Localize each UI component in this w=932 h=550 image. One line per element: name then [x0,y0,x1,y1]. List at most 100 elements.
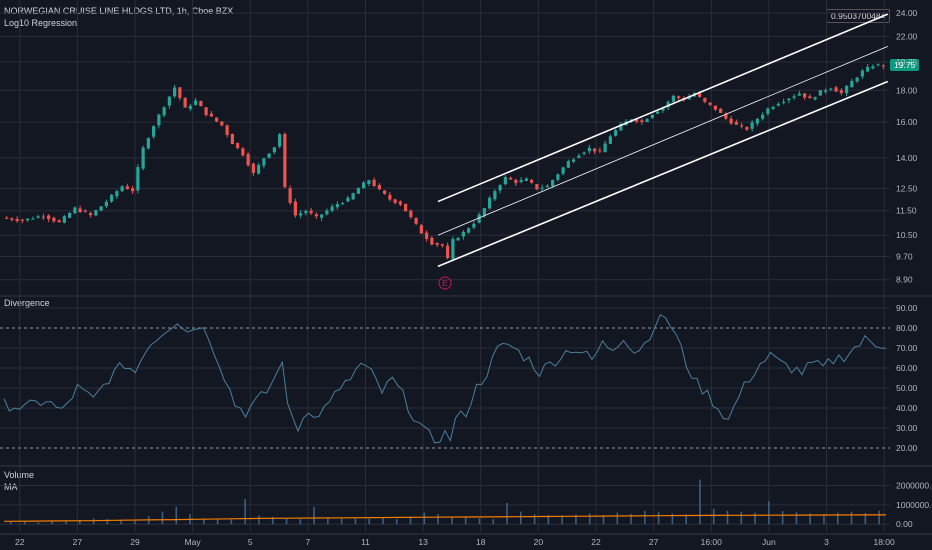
volume-bar [671,513,674,525]
volume-bar [120,520,122,525]
channel-lower-line [437,80,889,268]
y-tick-label: 0.00 [896,519,913,529]
candle-body [734,121,738,125]
candle-body [650,114,654,118]
candle-body [766,108,770,114]
candle-body [635,118,639,122]
candle-body [393,199,397,203]
volume-bar [203,518,205,525]
candle-body [62,216,66,223]
candle-body [10,218,14,220]
candle-body [68,212,72,218]
candle-body [330,206,334,211]
volume-bar [492,519,495,525]
candle-body [157,114,161,126]
candle-body [866,66,870,72]
candle-body [829,88,833,90]
volume-bar [533,514,536,525]
candle-body [356,188,360,194]
candle-body [41,216,45,218]
y-tick-label: 90.00 [896,303,918,313]
candle-body [52,217,56,222]
volume-bar [699,479,701,525]
candle-body [803,93,807,98]
volume-bar [795,512,798,525]
candle-body [57,220,61,223]
candle-body [94,210,98,216]
candle-body [377,185,381,190]
candle-body [173,87,177,97]
candle-body [446,245,450,259]
candle-body [824,90,828,92]
candle-body [514,179,518,184]
x-tick-label: 27 [73,537,83,547]
y-tick-label: 40.00 [896,403,918,413]
candle-body [535,184,539,190]
candle-body [288,188,292,203]
x-tick-label: May [185,537,202,547]
regression-channel [437,13,889,268]
candle-body [125,186,129,190]
candles [5,63,885,261]
x-tick-label: 16:00 [701,537,723,547]
candle-body [230,133,234,145]
candle-body [729,118,733,124]
candle-body [598,150,602,152]
volume-bar [175,506,178,525]
divergence-pane-title: Divergence [4,298,50,308]
volume-bar [754,512,756,525]
ma-pane-title: MA [4,482,18,492]
volume-bar [644,510,646,525]
candle-body [771,106,775,109]
volume-bar [382,517,384,525]
candle-body [640,120,644,122]
candle-body [419,225,423,234]
candle-body [20,219,24,221]
volume-bar [547,514,550,525]
x-tick-label: 7 [306,537,311,547]
y-tick-label: 2000000.00 [896,481,932,491]
candle-body [320,214,324,218]
volume-bar [161,511,164,525]
candle-body [713,105,717,110]
candle-body [31,218,35,220]
candle-body [871,66,875,69]
candle-body [78,208,82,213]
y-tick-label: 11.50 [896,206,917,216]
candle-body [666,101,670,108]
earnings-event-icon[interactable] [438,276,452,290]
candle-body [818,90,822,96]
candle-body [341,203,345,205]
y-tick-label: 50.00 [896,383,918,393]
volume-bar [740,511,743,525]
axes: 22 27 29 May 5 7 11 13 18 20 22 27 16:00 Jun 3 18:00 24.… [15,8,932,547]
candle-body [456,237,460,241]
volume-bar [92,518,95,525]
volume-bar [354,518,357,525]
candle-body [152,126,156,137]
volume-bar [451,516,453,525]
candle-body [551,179,555,187]
candle-body [141,147,145,169]
candle-body [645,119,649,122]
candle-body [404,203,408,212]
candle-body [409,210,413,218]
x-tick-label: 5 [248,537,253,547]
x-tick-label: 29 [130,537,140,547]
candle-body [131,188,135,192]
candle-body [167,96,171,106]
symbol-title: NORWEGIAN CRUISE LINE HLDGS LTD, 1h, Cbo… [4,6,234,16]
volume-bar [134,520,136,525]
candle-body [314,214,318,217]
candle-body [656,111,660,114]
volume-bar [726,510,729,525]
volume-bar [340,518,343,525]
volume-bar [588,513,591,525]
candle-body [782,101,786,103]
candle-body [346,197,350,202]
last-price-badge: 19.75 [890,59,920,71]
volume-pane-title: Volume [4,470,35,480]
candle-body [855,77,859,82]
y-tick-label: 60.00 [896,363,918,373]
